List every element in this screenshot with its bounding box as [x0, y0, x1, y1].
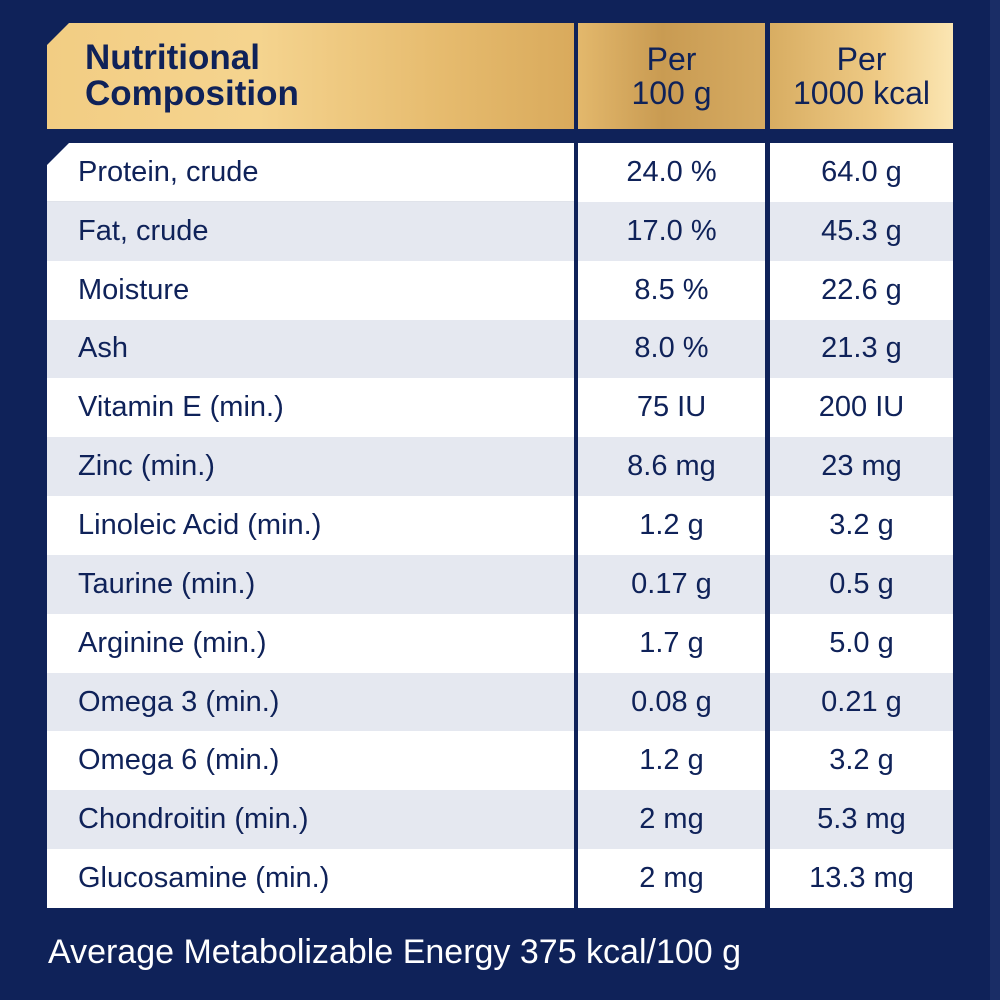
value-per-1000kcal: 0.5 g	[770, 554, 953, 614]
value-per-100g: 17.0 %	[578, 201, 765, 261]
right-edge	[990, 0, 1000, 1000]
header-title-line2: Composition	[85, 74, 299, 113]
table-row: Taurine (min.) 0.17 g 0.5 g	[47, 554, 953, 614]
nutrient-name: Moisture	[47, 260, 574, 320]
table-row: Fat, crude 17.0 % 45.3 g	[47, 201, 953, 261]
nutrition-table-body: Protein, crude 24.0 % 64.0 g Fat, crude 17.0…	[47, 143, 953, 908]
table-row: Omega 6 (min.) 1.2 g 3.2 g	[47, 731, 953, 791]
value-per-1000kcal: 64.0 g	[770, 143, 953, 202]
table-row: Vitamin E (min.) 75 IU 200 IU	[47, 378, 953, 438]
header-nutritional-composition: Nutritional Composition	[47, 23, 574, 129]
nutrient-name: Glucosamine (min.)	[47, 849, 574, 908]
value-per-100g: 2 mg	[578, 849, 765, 908]
nutrient-name: Ash	[47, 319, 574, 379]
value-per-1000kcal: 13.3 mg	[770, 849, 953, 908]
table-row: Omega 3 (min.) 0.08 g 0.21 g	[47, 672, 953, 732]
table-row: Ash 8.0 % 21.3 g	[47, 319, 953, 379]
header-title-line1: Nutritional	[85, 38, 260, 77]
table-row: Zinc (min.) 8.6 mg 23 mg	[47, 437, 953, 497]
value-per-1000kcal: 3.2 g	[770, 731, 953, 791]
nutrient-name: Vitamin E (min.)	[47, 378, 574, 438]
value-per-1000kcal: 200 IU	[770, 378, 953, 438]
header-col2-line2: 100 g	[631, 75, 712, 111]
value-per-1000kcal: 3.2 g	[770, 496, 953, 555]
nutrient-name: Taurine (min.)	[47, 554, 574, 614]
value-per-1000kcal: 23 mg	[770, 437, 953, 497]
value-per-1000kcal: 45.3 g	[770, 201, 953, 261]
nutrient-name: Omega 6 (min.)	[47, 731, 574, 791]
nutrient-name: Protein, crude	[47, 143, 574, 202]
metabolizable-energy-note: Average Metabolizable Energy 375 kcal/10…	[48, 933, 742, 971]
value-per-100g: 24.0 %	[578, 143, 765, 202]
value-per-100g: 8.0 %	[578, 319, 765, 379]
header-per-1000kcal: Per 1000 kcal	[770, 23, 953, 129]
header-col2-line1: Per	[646, 41, 697, 77]
header-per-100g: Per 100 g	[578, 23, 765, 129]
table-row: Moisture 8.5 % 22.6 g	[47, 260, 953, 320]
nutrient-name: Chondroitin (min.)	[47, 790, 574, 850]
nutrient-name: Fat, crude	[47, 201, 574, 261]
nutrient-name: Linoleic Acid (min.)	[47, 496, 574, 555]
value-per-100g: 8.6 mg	[578, 437, 765, 497]
value-per-100g: 75 IU	[578, 378, 765, 438]
value-per-100g: 0.17 g	[578, 554, 765, 614]
table-row: Glucosamine (min.) 2 mg 13.3 mg	[47, 849, 953, 908]
table-row: Chondroitin (min.) 2 mg 5.3 mg	[47, 790, 953, 850]
value-per-100g: 0.08 g	[578, 672, 765, 732]
header-col3-line1: Per	[836, 41, 887, 77]
table-row: Arginine (min.) 1.7 g 5.0 g	[47, 613, 953, 673]
value-per-1000kcal: 22.6 g	[770, 260, 953, 320]
value-per-100g: 1.7 g	[578, 613, 765, 673]
table-row: Protein, crude 24.0 % 64.0 g	[47, 143, 953, 202]
value-per-1000kcal: 0.21 g	[770, 672, 953, 732]
value-per-100g: 2 mg	[578, 790, 765, 850]
nutrient-name: Arginine (min.)	[47, 613, 574, 673]
table-row: Linoleic Acid (min.) 1.2 g 3.2 g	[47, 496, 953, 555]
value-per-1000kcal: 21.3 g	[770, 319, 953, 379]
header-col3-line2: 1000 kcal	[793, 75, 930, 111]
nutrient-name: Omega 3 (min.)	[47, 672, 574, 732]
value-per-1000kcal: 5.3 mg	[770, 790, 953, 850]
value-per-1000kcal: 5.0 g	[770, 613, 953, 673]
value-per-100g: 8.5 %	[578, 260, 765, 320]
value-per-100g: 1.2 g	[578, 496, 765, 555]
value-per-100g: 1.2 g	[578, 731, 765, 791]
nutrient-name: Zinc (min.)	[47, 437, 574, 497]
